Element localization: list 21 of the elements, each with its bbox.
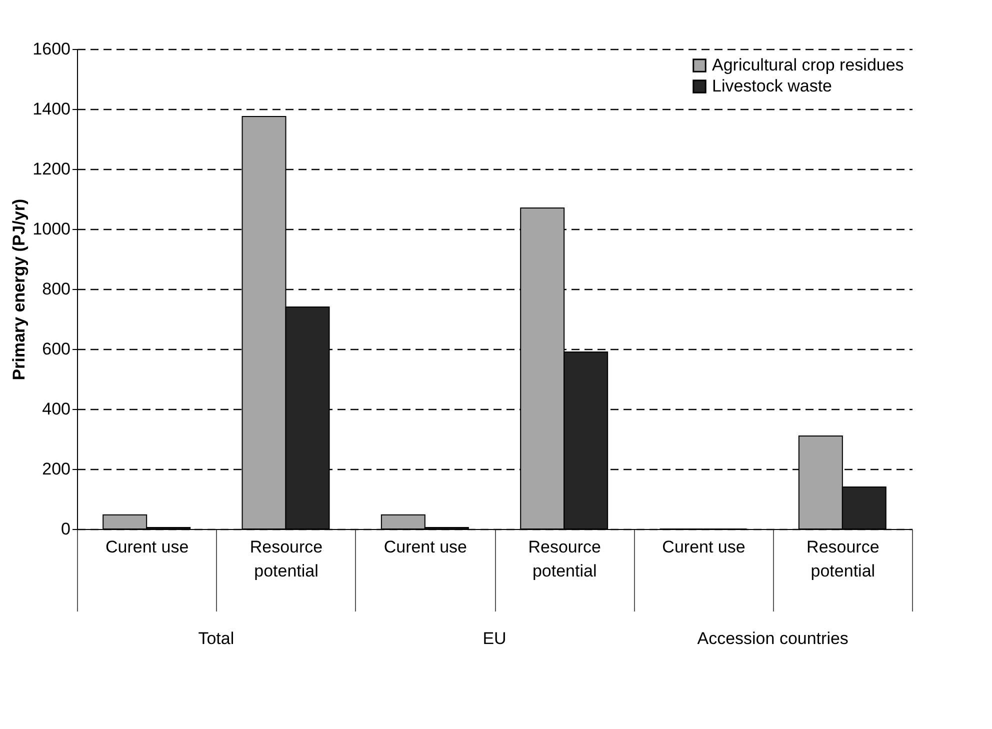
- y-tick-label: 0: [61, 520, 70, 538]
- x-tick-label: Curent use: [105, 538, 189, 556]
- legend-label: Agricultural crop residues: [712, 56, 904, 74]
- x-tick-label: Resource potential: [528, 538, 601, 580]
- y-tick-label: 200: [42, 460, 70, 478]
- y-tick-label: 1400: [32, 100, 70, 118]
- x-tick-label: Curent use: [662, 538, 746, 556]
- x-tick-label: Resource potential: [250, 538, 323, 580]
- text: Accession countries: [697, 629, 848, 648]
- y-tick-label: 800: [42, 280, 70, 298]
- text: Total: [198, 629, 234, 648]
- legend-label: Livestock waste: [712, 76, 832, 96]
- x-tick-label: Resource potential: [806, 538, 880, 580]
- y-tick-label: 1000: [32, 220, 70, 238]
- y-tick-label: 1200: [32, 160, 70, 178]
- y-tick-label: 1600: [32, 40, 70, 58]
- x-tick-label: Curent use: [384, 538, 468, 556]
- y-axis-title: Primary energy (PJ/yr): [10, 198, 29, 380]
- y-tick-label: 400: [42, 400, 70, 418]
- text: EU: [482, 629, 506, 648]
- y-tick-label: 600: [42, 340, 70, 358]
